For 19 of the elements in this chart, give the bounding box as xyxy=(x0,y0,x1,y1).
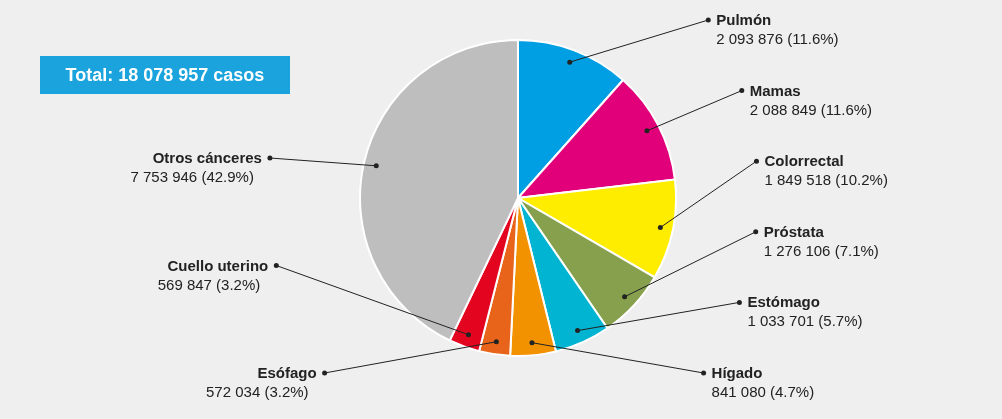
slice-label: Hígado xyxy=(711,364,763,381)
slice-label: Estómago xyxy=(747,293,820,311)
data-label: 7 753 946 (42.9%) xyxy=(130,168,254,185)
slice-label: Mamas xyxy=(749,81,801,99)
data-label: 569 847 (3.2%) xyxy=(157,275,261,293)
data-label: 2 088 849 (11.6%) xyxy=(749,100,873,118)
slice-label: Pulmón xyxy=(716,11,772,28)
data-label: 841 080 (4.7%) xyxy=(711,383,815,400)
data-label: 572 034 (3.2%) xyxy=(206,383,309,400)
data-label: 1 849 518 (10.2%) xyxy=(764,171,888,189)
data-label: 1 033 701 (5.7%) xyxy=(747,312,863,330)
slice-label: Otros cánceres xyxy=(152,149,262,166)
slice-label: Colorrectal xyxy=(764,152,844,170)
data-label: 2 093 876 (11.6%) xyxy=(716,30,839,47)
text: Total: 18 078 957 casos xyxy=(65,65,265,85)
slice-label: Cuello uterino xyxy=(167,256,269,274)
slice-label: Próstata xyxy=(763,222,825,240)
data-label: 1 276 106 (7.1%) xyxy=(763,241,879,259)
slice-label: Esófago xyxy=(257,364,317,381)
